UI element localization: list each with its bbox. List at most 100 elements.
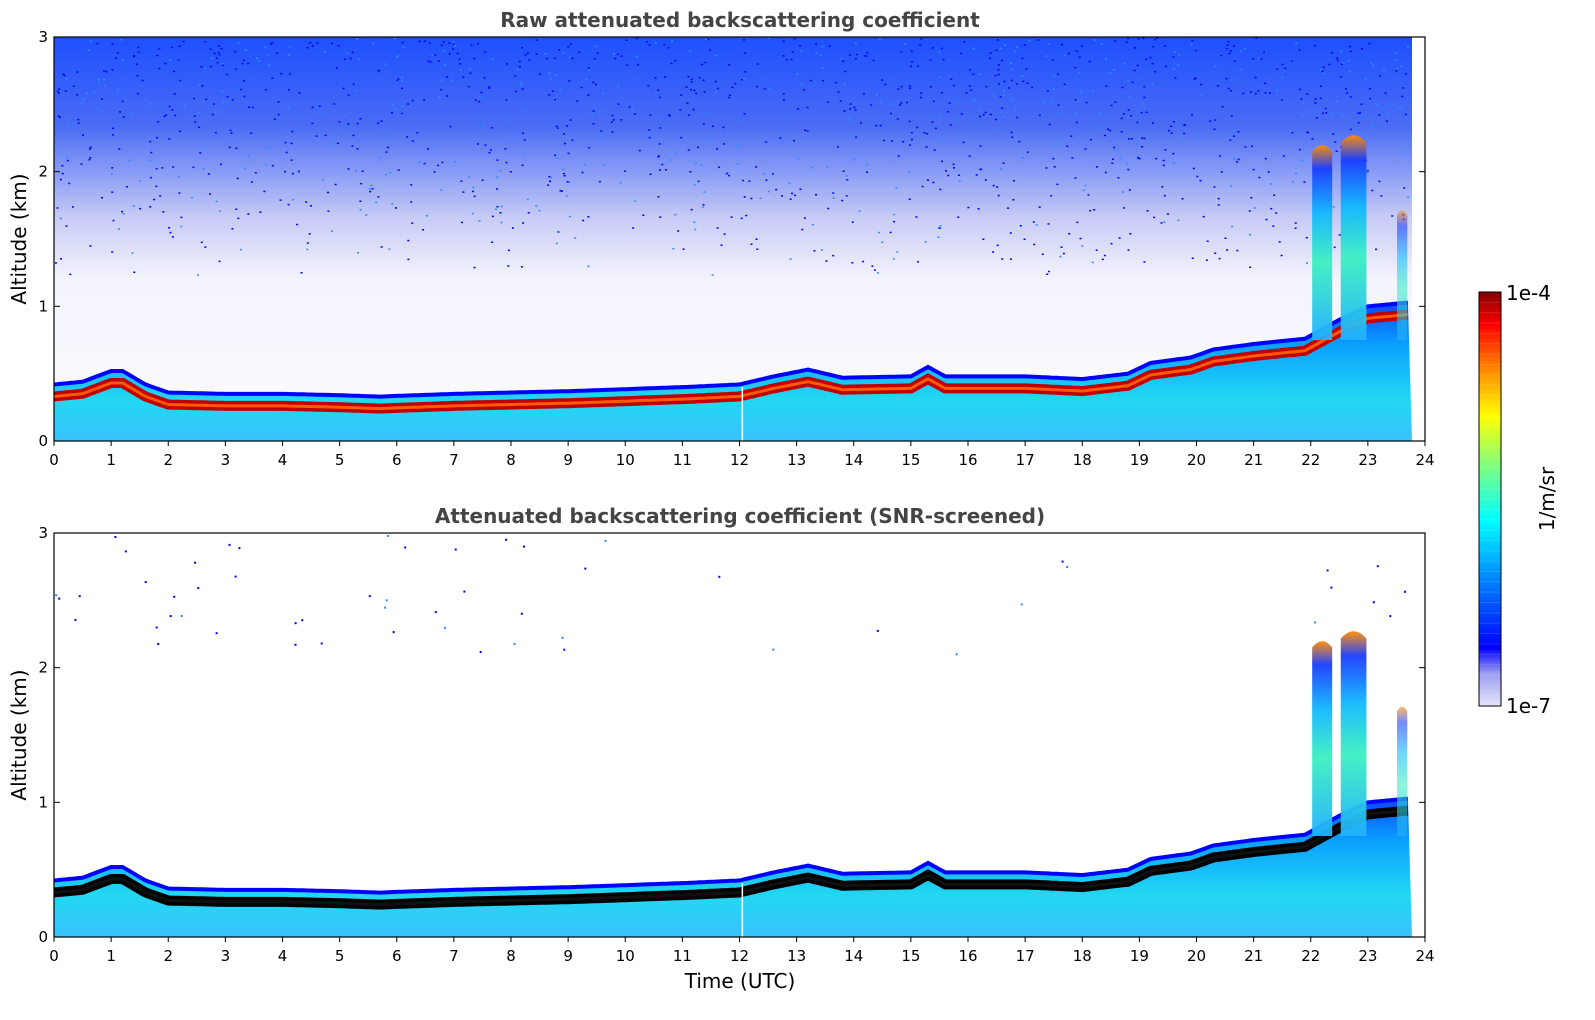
noise-pixel <box>1332 133 1335 135</box>
noise-pixel <box>828 45 831 47</box>
noise-pixel <box>671 40 674 42</box>
x-tick-label: 23 <box>1358 451 1377 469</box>
noise-pixel <box>1190 44 1193 46</box>
noise-pixel <box>356 122 359 125</box>
noise-pixel <box>815 52 818 54</box>
noise-pixel <box>342 87 345 90</box>
noise-pixel <box>355 170 358 172</box>
noise-pixel <box>215 57 218 59</box>
noise-pixel <box>693 221 696 223</box>
noise-pixel <box>287 106 290 109</box>
noise-pixel <box>1023 238 1026 240</box>
noise-pixel <box>571 139 574 141</box>
noise-pixel <box>911 138 913 141</box>
noise-pixel <box>1106 128 1109 130</box>
noise-pixel <box>1231 225 1234 228</box>
noise-pixel <box>173 70 176 73</box>
noise-pixel <box>979 145 982 147</box>
noise-pixel <box>876 629 879 632</box>
noise-pixel <box>173 595 176 598</box>
noise-pixel <box>1236 249 1239 252</box>
noise-pixel <box>136 74 139 77</box>
noise-pixel <box>1110 72 1113 74</box>
noise-pixel <box>693 184 696 186</box>
noise-pixel <box>1170 132 1173 134</box>
noise-pixel <box>728 96 731 99</box>
noise-pixel <box>906 101 908 104</box>
boundary-layer-top-core <box>53 313 1409 411</box>
noise-pixel <box>1068 233 1071 235</box>
colorbar-max-label: 1e-4 <box>1506 281 1551 305</box>
noise-pixel <box>548 94 551 96</box>
noise-pixel <box>118 228 120 230</box>
noise-pixel <box>1336 57 1339 60</box>
noise-pixel <box>592 123 595 125</box>
noise-pixel <box>1305 237 1308 239</box>
noise-pixel <box>803 217 806 219</box>
noise-pixel <box>659 169 662 171</box>
noise-pixel <box>692 108 695 111</box>
noise-pixel <box>924 241 927 243</box>
noise-pixel <box>1199 179 1202 182</box>
noise-pixel <box>797 158 800 160</box>
noise-pixel <box>226 96 229 98</box>
noise-pixel <box>900 51 903 53</box>
noise-pixel <box>360 182 363 185</box>
noise-pixel <box>337 45 340 47</box>
noise-pixel <box>1192 167 1195 170</box>
noise-pixel <box>1105 85 1108 87</box>
noise-pixel <box>1094 138 1097 140</box>
noise-pixel <box>821 66 824 69</box>
colorbar: 1e-4 1e-7 1/m/sr <box>1478 281 1559 718</box>
panel-raw: Raw attenuated backscattering coefficien… <box>7 8 1435 469</box>
noise-pixel <box>1290 60 1293 62</box>
noise-pixel <box>1281 63 1284 66</box>
noise-pixel <box>460 180 463 182</box>
noise-pixel <box>842 170 845 172</box>
noise-pixel <box>680 136 683 139</box>
noise-pixel <box>1137 38 1140 40</box>
noise-pixel <box>931 121 934 123</box>
noise-pixel <box>1340 63 1343 65</box>
noise-pixel <box>1128 96 1131 98</box>
noise-pixel <box>155 626 158 629</box>
noise-pixel <box>1163 221 1166 223</box>
noise-pixel <box>511 227 514 229</box>
noise-pixel <box>467 85 470 88</box>
noise-pixel <box>794 194 797 197</box>
noise-pixel <box>1010 131 1013 134</box>
noise-pixel <box>942 58 945 61</box>
noise-pixel <box>587 67 590 69</box>
noise-pixel <box>54 262 57 264</box>
noise-pixel <box>1372 64 1375 67</box>
noise-pixel <box>526 52 529 54</box>
noise-pixel <box>1112 158 1114 160</box>
noise-pixel <box>473 266 476 269</box>
noise-pixel <box>64 90 67 92</box>
noise-pixel <box>596 52 599 54</box>
noise-pixel <box>917 65 920 67</box>
noise-pixel <box>1137 157 1140 159</box>
noise-pixel <box>648 136 651 139</box>
noise-pixel <box>782 99 785 101</box>
noise-pixel <box>440 44 443 46</box>
noise-pixel <box>878 231 881 234</box>
y-tick-label: 2 <box>38 659 48 677</box>
noise-pixel <box>611 131 614 133</box>
noise-pixel <box>703 91 706 93</box>
noise-pixel <box>1361 48 1364 50</box>
noise-pixel <box>296 223 299 226</box>
noise-pixel <box>996 129 999 131</box>
noise-pixel <box>396 56 399 58</box>
noise-pixel <box>490 149 492 151</box>
noise-pixel <box>221 90 224 92</box>
noise-pixel <box>977 208 980 210</box>
noise-pixel <box>679 109 682 111</box>
noise-pixel <box>434 611 437 614</box>
noise-pixel <box>796 73 799 75</box>
noise-pixel <box>1085 101 1088 104</box>
noise-pixel <box>580 86 583 89</box>
noise-pixel <box>423 40 426 42</box>
noise-pixel <box>960 52 963 55</box>
noise-pixel <box>1225 47 1228 50</box>
